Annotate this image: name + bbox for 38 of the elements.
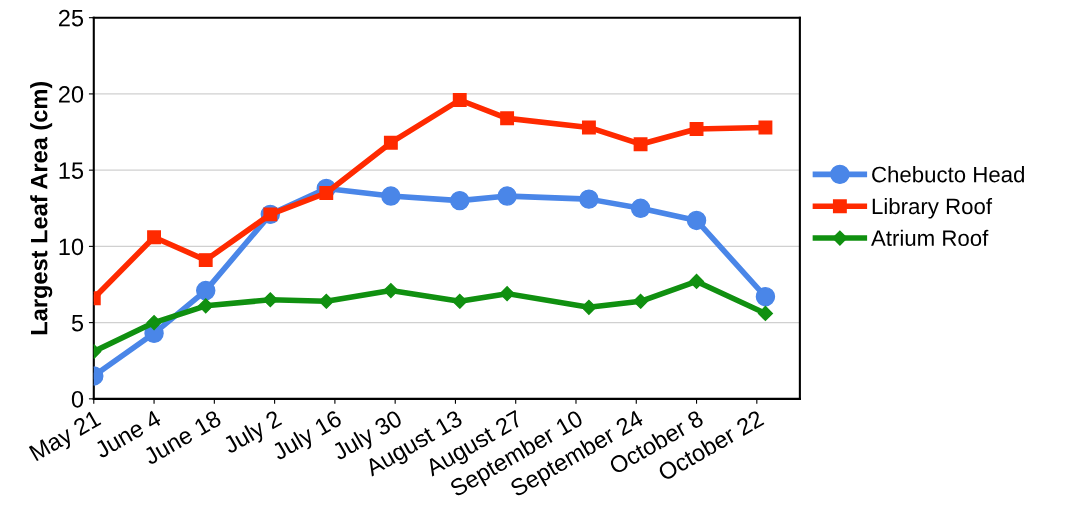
legend-label: Atrium Roof (871, 229, 989, 247)
point (146, 315, 162, 331)
y-axis-title: Largest Leaf Area (cm) (30, 81, 53, 335)
point (633, 137, 648, 152)
point (581, 299, 597, 315)
point (688, 273, 705, 290)
point (198, 253, 213, 268)
point (147, 230, 162, 245)
point (196, 280, 216, 301)
legend-label: Chebucto Head (872, 166, 1024, 183)
y-tick-label: 25 (58, 9, 84, 27)
y-tick-label: 5 (71, 314, 84, 332)
y-tick-label: 0 (71, 390, 84, 408)
point (500, 111, 515, 126)
point (452, 93, 467, 107)
point (262, 292, 278, 308)
point (757, 305, 774, 322)
point (450, 190, 470, 211)
point (198, 298, 214, 314)
point (318, 293, 334, 309)
point (383, 135, 398, 150)
point (758, 120, 773, 135)
point (581, 120, 596, 135)
legend-label: Library Roof (872, 197, 993, 219)
y-tick-label: 20 (58, 85, 84, 103)
point (579, 189, 599, 209)
point (383, 283, 399, 299)
point (381, 186, 401, 206)
point (633, 293, 649, 309)
y-tick-label: 10 (59, 238, 84, 256)
point (686, 210, 707, 231)
point (497, 186, 517, 206)
point (452, 293, 468, 309)
point (689, 122, 704, 136)
point (630, 198, 651, 218)
y-tick-label: 15 (59, 162, 84, 179)
point (755, 286, 776, 307)
point (499, 286, 515, 302)
